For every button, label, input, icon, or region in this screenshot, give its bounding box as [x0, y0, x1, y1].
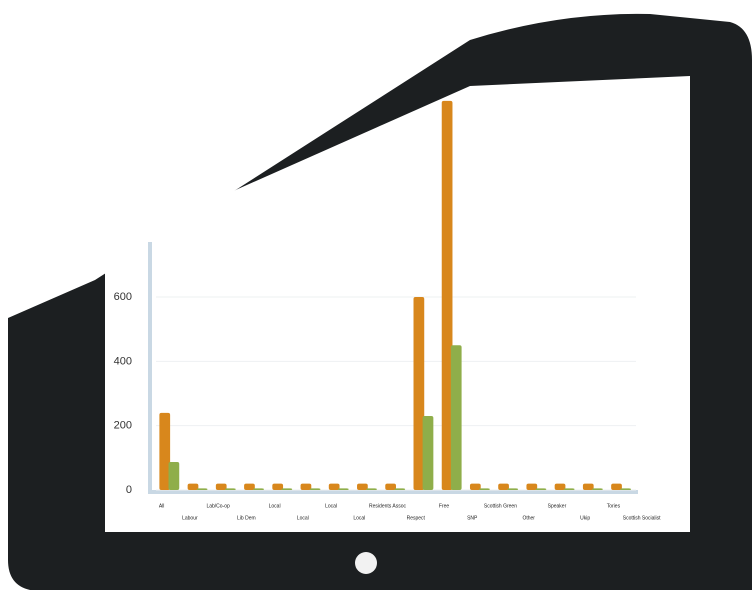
bar [187, 483, 199, 490]
x-tick-label: Local [297, 515, 309, 521]
bar [507, 488, 519, 490]
bar [300, 483, 312, 490]
x-tick-label: Respect [407, 515, 426, 521]
bar [582, 483, 594, 490]
bar [309, 488, 321, 490]
x-tick-label: Local [353, 515, 365, 521]
x-tick-label: Other [522, 515, 535, 521]
bar [413, 297, 425, 490]
home-button [355, 552, 377, 574]
y-tick-label: 400 [114, 355, 132, 367]
bar [215, 483, 227, 490]
bar [592, 488, 603, 490]
bar [196, 488, 208, 490]
y-tick-label: 600 [114, 291, 132, 303]
bar [535, 488, 547, 490]
x-tick-label: Scottish Socialist [623, 515, 661, 521]
x-tick-label: Tories [607, 503, 621, 509]
bar [422, 416, 434, 490]
plot-area: 0 200 400 600 All Labour Lab/Co-op Lib Dem Local… [114, 100, 661, 521]
x-tick-label: Lab/Co-op [206, 503, 230, 509]
y-tick-label: 0 [126, 484, 132, 496]
x-tick-label: Free [439, 503, 450, 509]
bar [498, 483, 509, 490]
bar [281, 488, 293, 490]
x-tick-label: Lib Dem [237, 515, 256, 521]
bar [159, 412, 171, 490]
x-tick-label: Local [269, 503, 281, 509]
y-tick-label: 200 [114, 420, 132, 432]
bar [469, 483, 481, 490]
bar [253, 488, 264, 490]
bar [611, 483, 622, 490]
x-axis [148, 490, 638, 494]
bar [441, 100, 453, 490]
bar [450, 345, 462, 490]
tablet-screen [105, 76, 690, 532]
bar [366, 488, 377, 490]
bar [526, 483, 538, 490]
x-tick-label: Ukip [580, 515, 590, 521]
bar [357, 483, 368, 490]
x-tick-label: Speaker [548, 503, 567, 509]
x-tick-label: Residents Assoc [369, 503, 406, 509]
bar [272, 483, 284, 490]
bar [394, 488, 406, 490]
bar [563, 488, 575, 490]
bar [337, 488, 349, 490]
bar [224, 488, 236, 490]
bar [328, 483, 340, 490]
bar [479, 488, 490, 490]
x-tick-label: Labour [182, 515, 198, 521]
x-tick-label: Scottish Green [484, 503, 517, 509]
bar [244, 483, 255, 490]
y-axis [148, 242, 152, 492]
x-tick-label: SNP [467, 515, 478, 521]
bar [554, 483, 566, 490]
x-tick-label: Local [325, 503, 337, 509]
bar [385, 483, 396, 490]
bar [168, 462, 180, 490]
x-tick-label: All [159, 503, 165, 509]
bar [620, 488, 632, 490]
